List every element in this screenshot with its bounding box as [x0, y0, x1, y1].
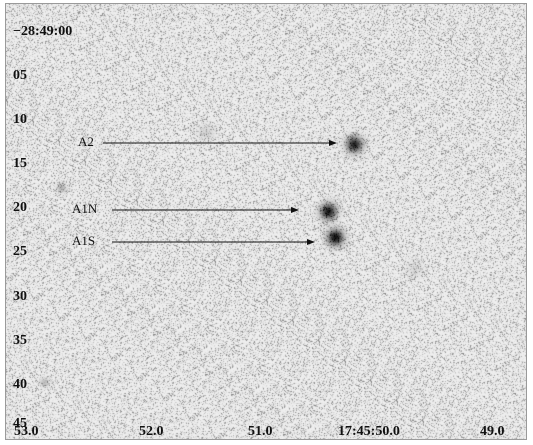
ra-label: 17:45:50.0: [338, 424, 400, 439]
sky-image: [6, 4, 526, 439]
source-label-a2: A2: [78, 134, 94, 149]
ra-label: 49.0: [480, 424, 505, 439]
dec-label: 25: [13, 244, 27, 259]
dec-label: 05: [13, 68, 27, 83]
dec-label: 30: [13, 289, 27, 304]
dec-label: 15: [13, 156, 27, 171]
annotation-overlay: [103, 140, 337, 245]
dec-label: −28:49:00: [13, 24, 73, 39]
ra-label: 52.0: [139, 424, 164, 439]
dec-label: 20: [13, 200, 27, 215]
image-frame: −28:49:00 05 10 15 20 25 30 35 40 45 53.…: [5, 3, 527, 440]
dec-label: 10: [13, 112, 27, 127]
dec-label: 40: [13, 377, 27, 392]
ra-label: 53.0: [14, 424, 39, 439]
ra-label: 51.0: [248, 424, 273, 439]
dec-label: 35: [13, 333, 27, 348]
source-label-a1n: A1N: [72, 201, 98, 216]
source-label-a1s: A1S: [72, 233, 96, 248]
dec-label: 45: [13, 416, 27, 431]
